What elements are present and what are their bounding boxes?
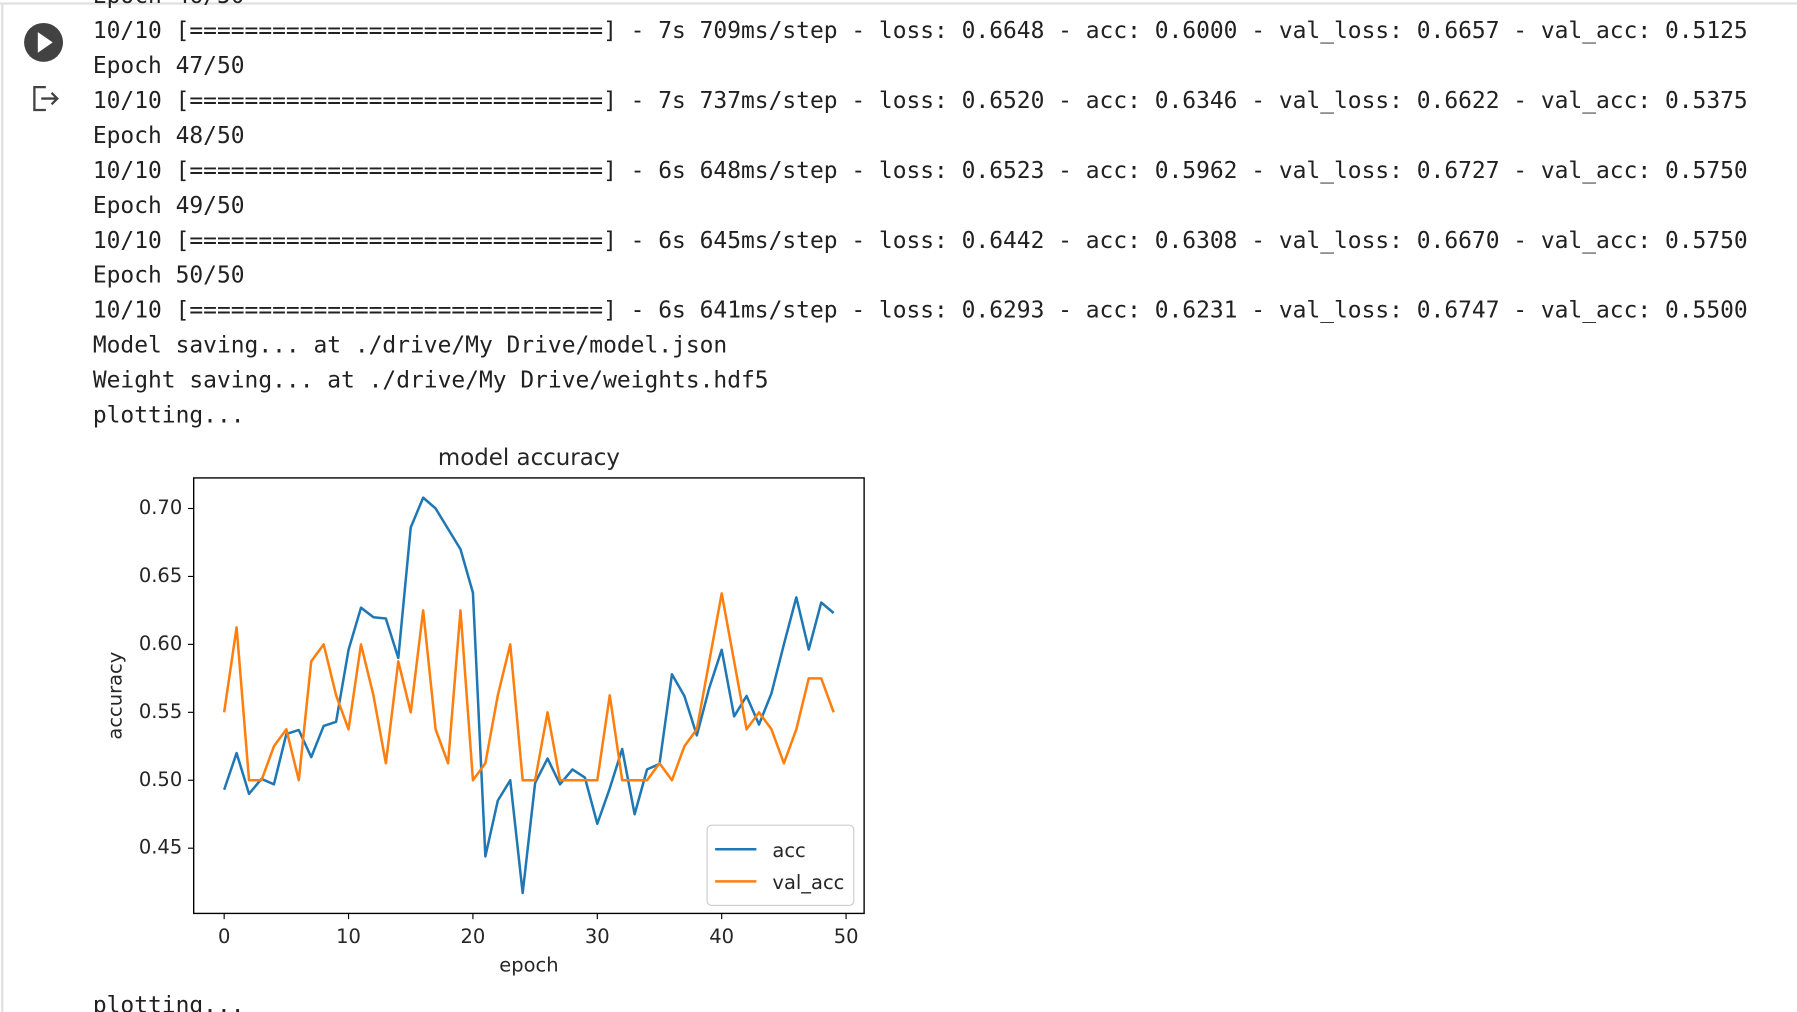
log-line: Model saving... at ./drive/My Drive/mode… bbox=[93, 333, 727, 359]
log-line: plotting... bbox=[93, 403, 245, 429]
x-tick-label: 0 bbox=[218, 925, 230, 948]
y-tick-label: 0.55 bbox=[139, 700, 182, 723]
log-line: 10/10 [==============================] -… bbox=[93, 298, 1748, 324]
log-line: Weight saving... at ./drive/My Drive/wei… bbox=[93, 368, 769, 394]
y-tick-label: 0.50 bbox=[139, 768, 182, 791]
x-tick-label: 10 bbox=[336, 925, 361, 948]
log-line: 10/10 [==============================] -… bbox=[93, 228, 1748, 254]
chart-title: model accuracy bbox=[438, 445, 620, 471]
axes-frame bbox=[192, 477, 865, 915]
legend-label: acc bbox=[772, 839, 805, 862]
x-axis-label: epoch bbox=[499, 954, 558, 977]
run-icon[interactable] bbox=[37, 32, 53, 53]
data-line bbox=[222, 592, 835, 782]
legend-label: val_acc bbox=[772, 871, 844, 894]
log-line: 10/10 [==============================] -… bbox=[93, 88, 1748, 114]
run-button[interactable] bbox=[24, 22, 64, 62]
log-line: Epoch 49/50 bbox=[93, 193, 245, 219]
x-tick-label: 50 bbox=[834, 925, 859, 948]
y-tick-label: 0.45 bbox=[139, 836, 182, 859]
log-line: 10/10 [==============================] -… bbox=[93, 158, 1748, 184]
log-line: 10/10 [==============================] -… bbox=[93, 18, 1748, 44]
log-line: Epoch 48/50 bbox=[93, 123, 245, 149]
log-line: Epoch 46/50 bbox=[93, 0, 245, 9]
log-line: Epoch 50/50 bbox=[93, 263, 245, 289]
output-icon-arrow[interactable] bbox=[41, 92, 59, 106]
data-line bbox=[222, 496, 835, 895]
x-tick-label: 40 bbox=[709, 925, 734, 948]
x-tick-label: 20 bbox=[461, 925, 486, 948]
log-line: plotting... bbox=[93, 993, 245, 1012]
y-tick-label: 0.60 bbox=[139, 632, 182, 655]
y-tick-label: 0.65 bbox=[139, 564, 182, 587]
legend-box bbox=[706, 824, 855, 906]
x-tick-label: 30 bbox=[585, 925, 610, 948]
chart: model accuracy epoch accuracy 0 10 20 30 40 50 0.… bbox=[103, 445, 865, 977]
y-tick-label: 0.70 bbox=[139, 496, 182, 519]
log-output: Epoch 46/50 10/10 [======================… bbox=[93, 0, 1748, 429]
output-icon-box[interactable] bbox=[33, 85, 46, 112]
log-line: Epoch 47/50 bbox=[93, 53, 245, 79]
y-axis-label: accuracy bbox=[103, 652, 126, 740]
output-icon[interactable] bbox=[33, 85, 59, 112]
